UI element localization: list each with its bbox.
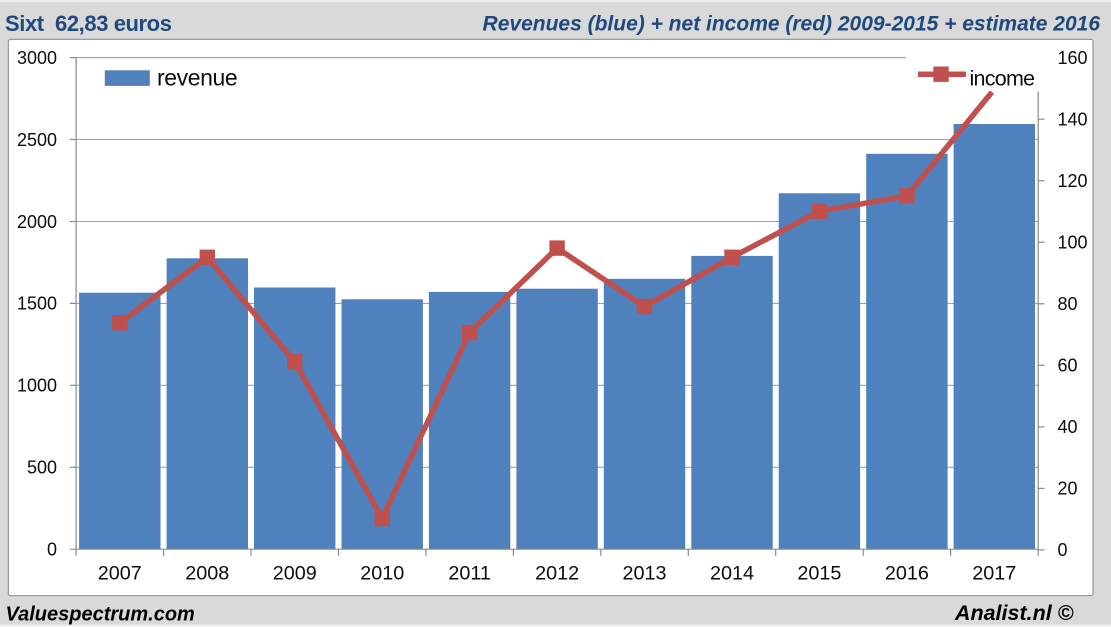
- svg-text:2011: 2011: [448, 563, 491, 585]
- svg-text:2015: 2015: [797, 563, 841, 585]
- svg-text:2007: 2007: [98, 563, 142, 585]
- svg-text:2009: 2009: [273, 563, 317, 585]
- svg-text:40: 40: [1058, 417, 1078, 437]
- svg-text:2012: 2012: [535, 563, 579, 585]
- svg-text:2014: 2014: [710, 563, 754, 585]
- svg-text:100: 100: [1058, 233, 1088, 253]
- svg-text:Revenues (blue) + net income (: Revenues (blue) + net income (red) 2009-…: [483, 13, 1101, 36]
- svg-text:1500: 1500: [17, 294, 57, 314]
- svg-text:80: 80: [1058, 294, 1078, 314]
- svg-text:2500: 2500: [17, 130, 57, 150]
- svg-text:0: 0: [47, 540, 57, 560]
- svg-text:2013: 2013: [622, 563, 666, 585]
- svg-text:160: 160: [1058, 48, 1088, 68]
- svg-text:2000: 2000: [17, 212, 57, 232]
- svg-text:120: 120: [1058, 171, 1088, 191]
- svg-text:500: 500: [27, 458, 57, 478]
- svg-text:20: 20: [1058, 479, 1078, 499]
- svg-text:3000: 3000: [17, 48, 57, 68]
- svg-text:0: 0: [1058, 540, 1068, 560]
- svg-text:140: 140: [1058, 109, 1088, 129]
- svg-text:income: income: [970, 66, 1035, 90]
- svg-text:revenue: revenue: [157, 65, 237, 91]
- svg-text:1000: 1000: [17, 376, 57, 396]
- svg-text:2010: 2010: [360, 563, 404, 585]
- svg-text:60: 60: [1058, 356, 1078, 376]
- svg-text:Valuespectrum.com: Valuespectrum.com: [6, 603, 195, 625]
- svg-text:2017: 2017: [972, 563, 1016, 585]
- svg-text:Analist.nl ©: Analist.nl ©: [954, 601, 1074, 625]
- svg-text:2016: 2016: [885, 563, 929, 585]
- svg-text:Sixt 62,83 euros: Sixt 62,83 euros: [5, 11, 172, 36]
- svg-text:2008: 2008: [185, 563, 229, 585]
